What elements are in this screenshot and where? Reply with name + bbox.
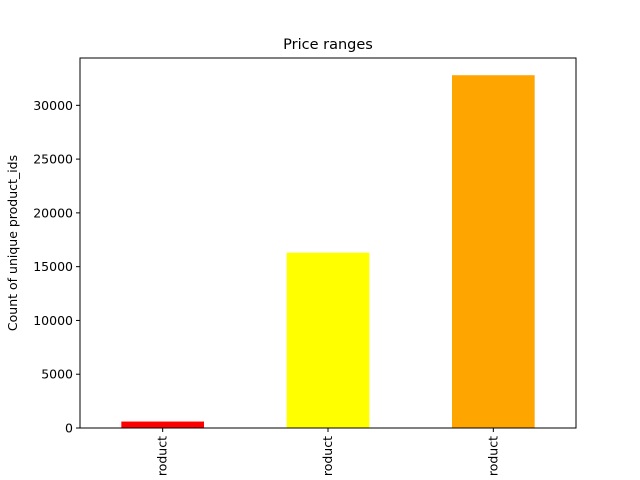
y-tick-label-1: 5000	[41, 367, 73, 382]
y-tick-label-3: 15000	[33, 259, 73, 274]
y-tick-label-2: 10000	[33, 313, 73, 328]
chart-title: Price ranges	[283, 37, 373, 53]
x-axis-ticks: roduct roduct roduct	[155, 428, 500, 476]
bar-2	[286, 252, 370, 428]
y-axis-ticks: 0 5000 10000 15000 20000 25000 30000	[33, 98, 80, 436]
x-tick-label-1: roduct	[155, 436, 170, 476]
bar-3	[452, 75, 535, 429]
y-tick-label-5: 25000	[33, 152, 73, 167]
x-tick-label-2: roduct	[320, 436, 335, 476]
y-tick-label-0: 0	[65, 421, 73, 436]
bar-1	[121, 421, 204, 428]
y-tick-label-6: 30000	[33, 98, 73, 113]
x-tick-label-3: roduct	[485, 436, 500, 476]
y-axis-label: Count of unique product_ids	[5, 155, 20, 331]
bars-layer	[121, 75, 535, 429]
y-tick-label-4: 20000	[33, 205, 73, 220]
